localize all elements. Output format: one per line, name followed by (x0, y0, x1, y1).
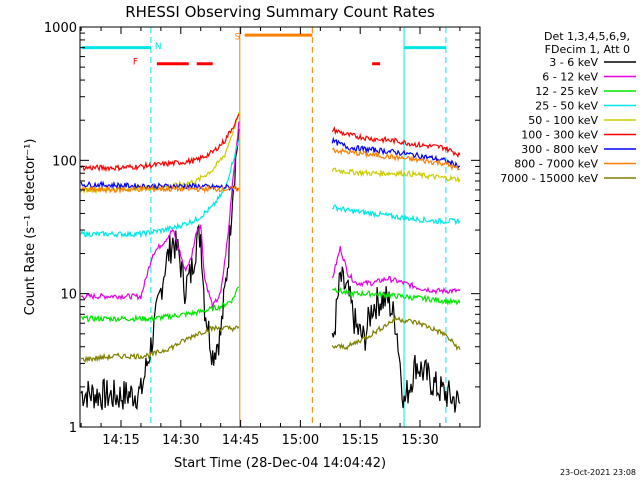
legend-label: 50 - 100 keV (528, 114, 598, 127)
legend-header: Det 1,3,4,5,6,9, (544, 30, 630, 43)
x-tick-label: 14:30 (162, 433, 199, 448)
x-tick-label: 14:15 (102, 433, 139, 448)
legend: Det 1,3,4,5,6,9,FDecim 1, Att 03 - 6 keV… (500, 30, 636, 185)
annotation-s: S (235, 33, 241, 43)
plot-area: N F S (80, 27, 461, 427)
legend-label: 800 - 7000 keV (514, 158, 598, 171)
annotation-f: F (133, 58, 138, 68)
x-axis-label: Start Time (28-Dec-04 14:04:42) (174, 456, 386, 471)
render-timestamp: 23-Oct-2021 23:08 (560, 468, 636, 477)
legend-label: 25 - 50 keV (535, 100, 598, 113)
legend-label: 7000 - 15000 keV (500, 172, 598, 185)
chart-title: RHESSI Observing Summary Count Rates (125, 3, 435, 21)
legend-label: 6 - 12 keV (542, 71, 598, 84)
x-tick-label: 15:00 (282, 433, 319, 448)
legend-label: 3 - 6 keV (549, 56, 598, 69)
legend-label: 12 - 25 keV (535, 85, 598, 98)
annotation-n: N (155, 42, 162, 52)
legend-label: 100 - 300 keV (521, 129, 598, 142)
y-tick-label: 100 (52, 154, 77, 169)
y-tick-label: 1 (69, 421, 77, 436)
series-line-6 (80, 136, 461, 192)
plot-frame (79, 26, 481, 428)
y-tick-label: 10 (60, 288, 77, 303)
series-line-0 (80, 128, 461, 413)
x-tick-label: 15:30 (401, 433, 438, 448)
x-tick-label: 15:15 (341, 433, 378, 448)
legend-label: 300 - 800 keV (521, 143, 598, 156)
x-tick-label: 14:45 (222, 433, 259, 448)
series-line-8 (80, 314, 461, 364)
axis-ticks: 14:15 14:30 14:45 15:00 15:15 15:30 1 10 100 1000 (44, 21, 480, 448)
series-line-7 (80, 147, 461, 195)
series-line-2 (80, 286, 461, 323)
series-line-1 (80, 121, 461, 309)
y-tick-label: 1000 (44, 21, 77, 36)
series-line-3 (80, 140, 461, 239)
legend-header: FDecim 1, Att 0 (545, 43, 630, 56)
y-axis-label: Count Rate (s⁻¹ detector⁻¹) (23, 139, 38, 316)
series-line-5 (80, 114, 461, 173)
